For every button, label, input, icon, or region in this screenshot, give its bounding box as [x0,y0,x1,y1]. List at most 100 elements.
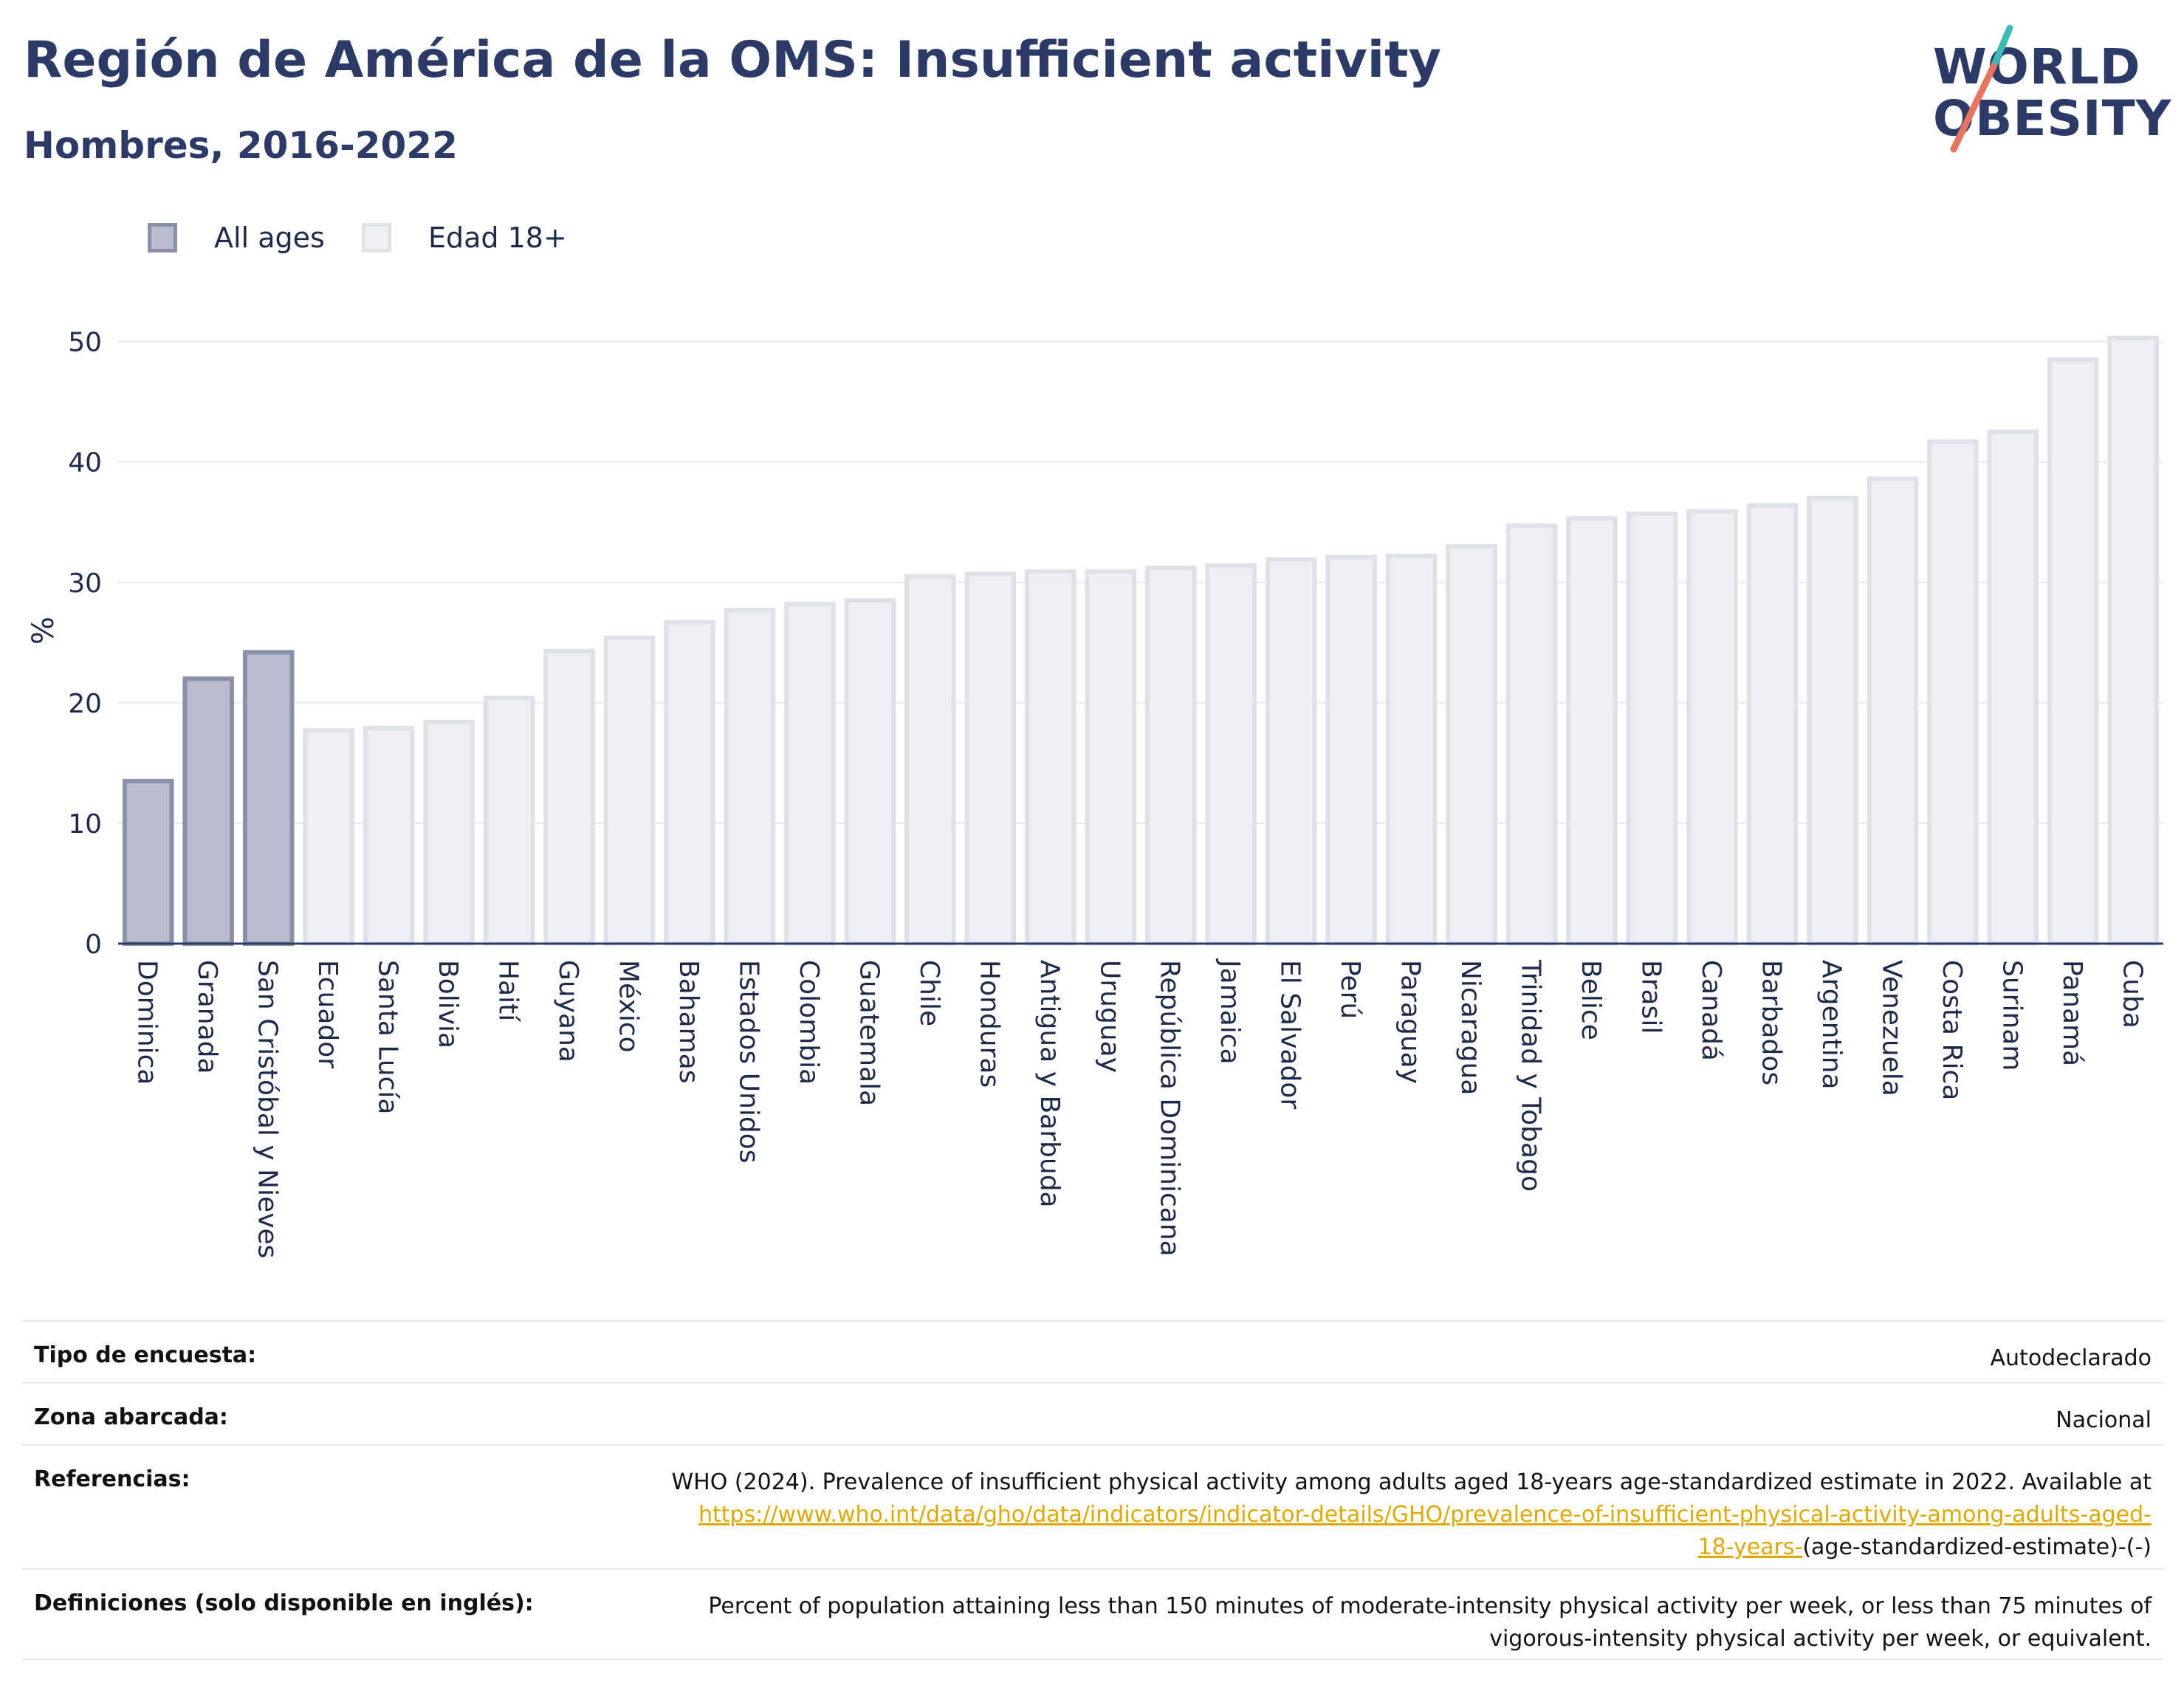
bar-chart: 0 10 20 30 40 50 Dominica Granada San Cristóbal… [27,328,2163,1258]
x-tick-label: Ecuador [312,960,343,1068]
x-tick-label: Guatemala [854,960,884,1106]
bar [1927,439,1979,946]
page-title: Región de América de la OMS: Insufficien… [24,31,1441,89]
y-axis-ticks: 0 10 20 30 40 50 [68,328,102,960]
x-tick-label: Bahamas [673,960,704,1084]
x-tick-label: San Cristóbal y Nieves [253,960,283,1258]
x-tick-label: Santa Lucía [373,960,403,1114]
x-tick-label: Argentina [1816,960,1847,1090]
metadata-table: Tipo de encuesta: Autodeclarado Zona aba… [22,1320,2163,1660]
x-tick-label: Paraguay [1395,960,1426,1084]
x-tick-label: Belice [1576,960,1606,1040]
bar [1265,557,1317,946]
references-label: Referencias: [34,1466,190,1492]
bar [1807,495,1858,947]
x-tick-label: Colombia [794,960,824,1085]
bar [1325,555,1377,946]
references-suffix: (age-standardized-estimate)-(-) [1802,1534,2152,1560]
bar [122,778,174,946]
world-obesity-logo: WORLD OBESITY [1920,22,2171,155]
y-tick-label: 10 [68,809,102,840]
definitions-line-2: vigorous-intensity physical activity per… [1489,1626,2152,1652]
x-tick-label: Trinidad y Tobago [1516,959,1546,1192]
references-link[interactable]: https://www.who.int/data/gho/data/indica… [698,1502,2152,1528]
bar [1446,543,1497,947]
x-tick-label: Brasil [1636,960,1666,1034]
x-tick-label: Guyana [553,960,583,1062]
meta-row-survey-type: Tipo de encuesta: Autodeclarado [22,1320,2163,1382]
definitions-label: Definiciones (solo disponible en inglés)… [34,1590,534,1616]
bar [2047,357,2099,947]
x-tick-label: Venezuela [1876,960,1906,1096]
bar [1205,563,1257,946]
bar [1686,509,1738,946]
bar [363,726,415,946]
x-tick-label: Estados Unidos [733,960,763,1164]
bar [483,696,535,946]
bar [844,598,896,946]
x-tick-label: Surinam [1996,960,2027,1071]
references-text: WHO (2024). Prevalence of insufficient p… [671,1469,2152,1495]
bar [1085,569,1137,946]
bar [964,571,1017,946]
x-tick-label: Uruguay [1094,960,1124,1073]
references-value: WHO (2024). Prevalence of insufficient p… [671,1466,2152,1564]
bar [724,608,776,946]
logo-text-world: WORLD [1933,38,2141,95]
x-tick-label: Barbados [1756,960,1786,1085]
logo-slash-icon [1950,24,2013,153]
area-label: Zona abarcada: [34,1404,228,1430]
y-tick-label: 40 [68,448,102,478]
bar [904,574,956,946]
bar [1566,516,1618,947]
legend-label-edad-18: Edad 18+ [428,222,567,254]
y-axis-label: % [27,617,61,645]
definitions-value: Percent of population attaining less tha… [708,1590,2152,1655]
bar [303,728,354,946]
x-tick-label: Antigua y Barbuda [1034,960,1065,1208]
y-tick-label: 50 [68,328,102,358]
x-tick-label: Bolivia [433,960,463,1048]
bar [1025,569,1076,946]
meta-row-definitions: Definiciones (solo disponible en inglés)… [22,1568,2163,1660]
y-tick-label: 20 [68,689,102,719]
x-tick-label: República Dominicana [1155,960,1185,1257]
survey-type-label: Tipo de encuesta: [34,1342,257,1368]
bar [664,619,715,946]
x-tick-label: Jamaica [1215,958,1245,1065]
x-tick-label: Perú [1335,960,1365,1019]
bar [1385,553,1438,946]
page-subtitle: Hombres, 2016-2022 [24,124,458,167]
bar [1626,511,1678,947]
bar [423,719,475,946]
references-link-continued[interactable]: 18-years- [1697,1534,1803,1560]
survey-type-value: Autodeclarado [1990,1345,2152,1371]
bar [1746,503,1799,946]
meta-row-area: Zona abarcada: Nacional [22,1382,2163,1444]
x-tick-label: Panamá [2057,960,2087,1066]
bar [784,602,836,946]
legend-swatch-edad-18 [362,223,391,253]
bar [1505,523,1558,947]
bar [1987,429,2039,946]
x-tick-label: Dominica [132,960,162,1085]
x-tick-label: Chile [914,960,944,1026]
x-tick-label: Haití [493,960,523,1022]
bar [182,676,234,946]
x-tick-label: Canadá [1696,960,1726,1061]
x-tick-label: Cuba [2117,960,2147,1029]
x-tick-label: Honduras [974,960,1004,1088]
chart-bars [122,335,2160,947]
legend-label-all-ages: All ages [214,222,325,254]
area-value: Nacional [2056,1407,2152,1433]
x-tick-label: Costa Rica [1937,960,1967,1100]
bar [543,648,595,946]
legend-swatch-all-ages [148,223,177,253]
x-axis-ticks: Dominica Granada San Cristóbal y Nieves Ecu… [132,958,2148,1258]
bar [603,635,656,946]
x-tick-label: Nicaragua [1455,960,1486,1095]
bar [2107,335,2160,946]
definitions-line-1: Percent of population attaining less tha… [708,1593,2152,1619]
x-tick-label: Granada [192,960,222,1074]
bar [242,650,295,946]
